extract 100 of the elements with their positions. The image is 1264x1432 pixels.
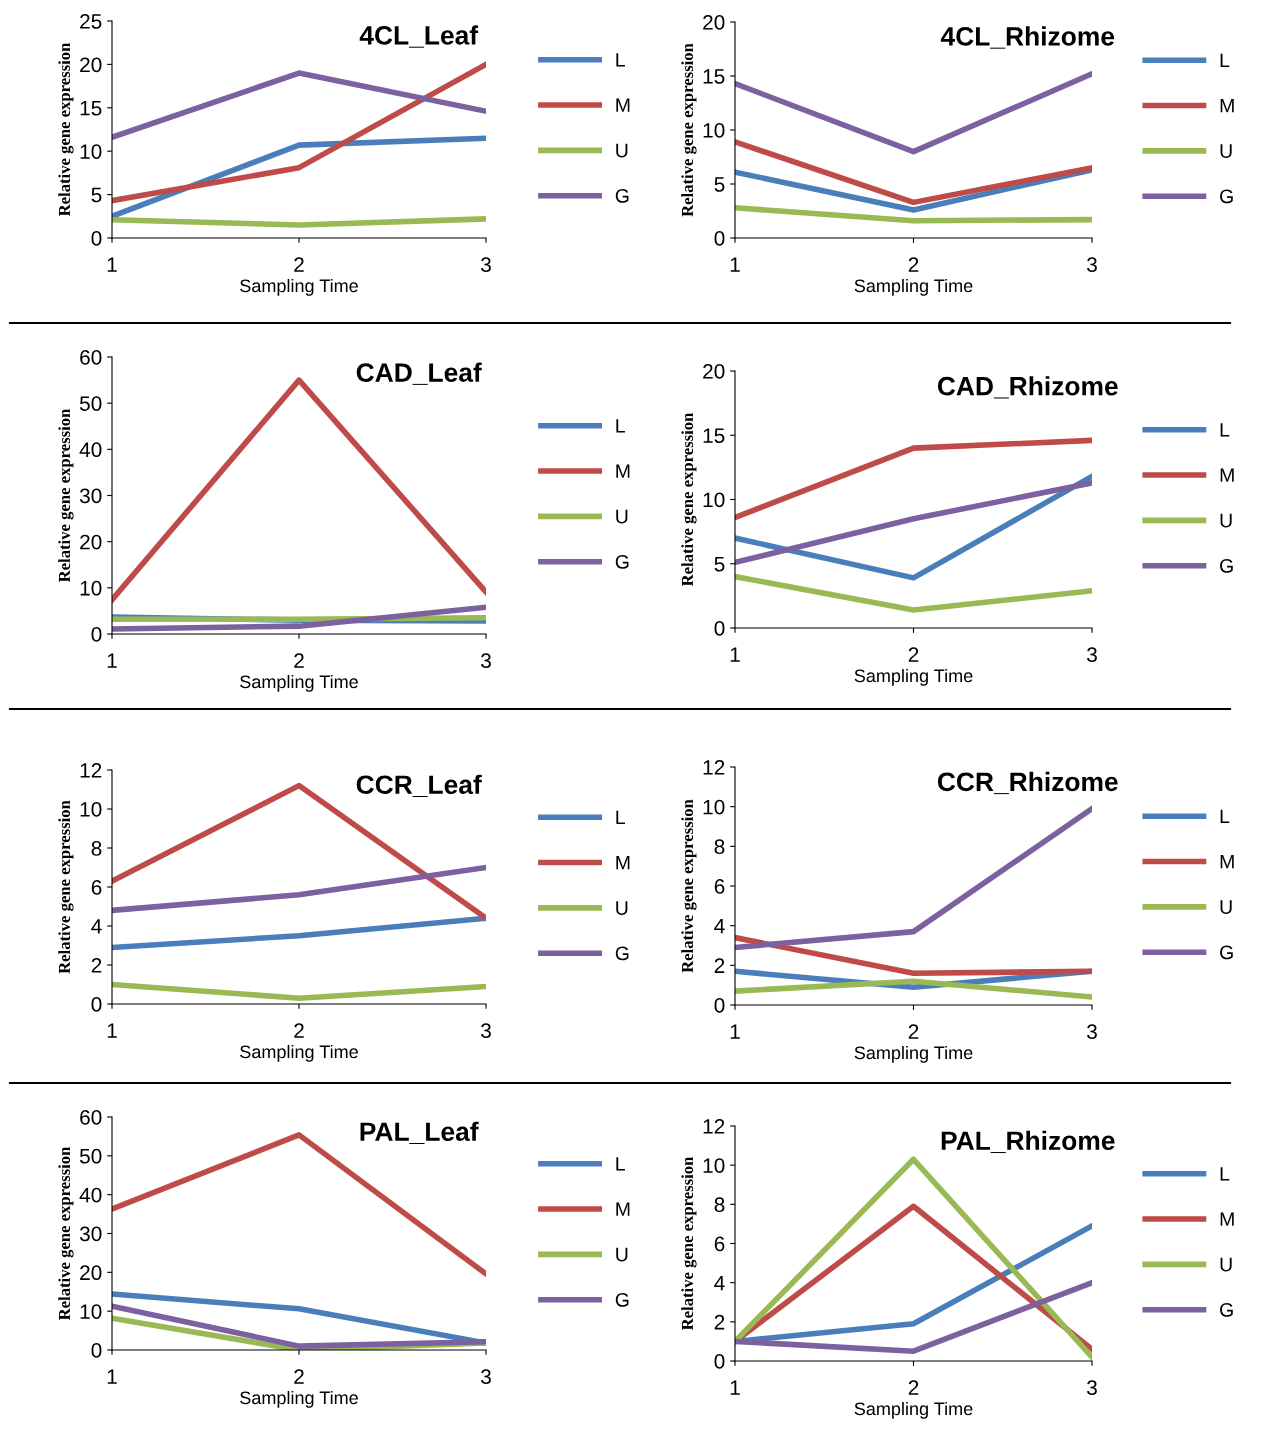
x-tick-label: 1 (107, 257, 117, 272)
legend-label: L (616, 1157, 625, 1171)
y-tick-label: 2 (714, 958, 725, 973)
y-tick-label: 10 (80, 802, 102, 817)
x-axis-title: Sampling Time (240, 1390, 358, 1408)
x-tick-label: 2 (294, 1023, 304, 1038)
legend-label: L (616, 53, 625, 67)
x-axis-title: Sampling Time (854, 1401, 973, 1419)
legend-label: U (1220, 1257, 1232, 1272)
legend-label: M (616, 464, 630, 478)
x-tick-label: 2 (294, 653, 304, 668)
chart-title: 4CL_Rhizome (940, 26, 1115, 49)
y-tick-label: 8 (91, 841, 102, 856)
x-axis-title: Sampling Time (240, 674, 358, 692)
chart-title: CCR_Rhizome (937, 771, 1118, 795)
chart-title: CAD_Rhizome (937, 376, 1118, 399)
x-tick-label: 3 (481, 1369, 491, 1385)
legend-label: U (1220, 513, 1232, 528)
x-tick-label: 3 (481, 257, 491, 273)
y-tick-label: 6 (714, 1236, 725, 1252)
y-tick-label: 10 (703, 1158, 725, 1173)
legend-label: U (1220, 900, 1232, 914)
chart-title: CCR_Leaf (356, 774, 482, 798)
legend-label: M (1220, 468, 1234, 482)
y-tick-label: 10 (703, 123, 725, 138)
y-tick-label: 20 (703, 364, 725, 379)
y-axis-title: Relative gene expression (58, 1146, 74, 1321)
y-axis-title: Relative gene expression (681, 412, 697, 587)
x-tick-label: 3 (1087, 1380, 1097, 1396)
y-tick-label: 4 (714, 1275, 725, 1291)
y-tick-label: 6 (714, 879, 725, 894)
legend-label: U (1220, 144, 1232, 158)
y-tick-label: 5 (714, 177, 725, 192)
legend-label: U (616, 143, 628, 158)
x-tick-label: 1 (107, 1369, 117, 1384)
legend-label: L (616, 419, 625, 433)
y-tick-label: 30 (79, 488, 102, 504)
chart-title: PAL_Leaf (360, 1121, 479, 1144)
x-tick-label: 1 (107, 1023, 117, 1038)
x-tick-label: 3 (481, 1023, 491, 1039)
y-tick-label: 10 (80, 1304, 102, 1319)
y-tick-label: 0 (91, 627, 102, 642)
chart-title: PAL_Rhizome (941, 1130, 1115, 1154)
y-tick-label: 15 (703, 69, 725, 84)
y-tick-label: 0 (91, 997, 102, 1012)
x-tick-label: 2 (908, 257, 919, 272)
y-tick-label: 60 (80, 1110, 102, 1125)
y-tick-label: 10 (80, 580, 102, 596)
y-tick-label: 0 (91, 231, 102, 246)
y-tick-label: 2 (714, 1314, 725, 1330)
legend-label: G (1220, 1302, 1233, 1317)
y-axis-title: Relative gene expression (58, 42, 74, 217)
y-tick-label: 60 (80, 350, 102, 365)
legend-label: G (1220, 558, 1233, 573)
x-tick-label: 2 (908, 1380, 919, 1395)
legend-label: U (616, 509, 628, 524)
y-tick-label: 40 (79, 1187, 102, 1203)
legend-label: G (615, 1292, 629, 1307)
y-tick-label: 12 (703, 760, 725, 775)
y-tick-label: 8 (714, 1197, 725, 1213)
legend-label: L (1220, 423, 1230, 437)
legend-label: U (616, 1247, 628, 1262)
legend-label: M (616, 1202, 630, 1216)
y-tick-label: 40 (79, 442, 102, 458)
y-tick-label: 20 (703, 15, 725, 30)
y-tick-label: 25 (80, 14, 102, 29)
x-tick-label: 1 (730, 1380, 740, 1395)
x-tick-label: 3 (1087, 647, 1097, 663)
x-tick-label: 3 (1087, 257, 1097, 273)
legend-label: U (616, 901, 628, 915)
y-tick-label: 10 (703, 799, 725, 815)
x-tick-label: 1 (730, 257, 740, 272)
x-axis-title: Sampling Time (240, 1044, 358, 1062)
legend-label: L (1220, 53, 1230, 68)
legend-label: M (616, 98, 630, 112)
legend-label: M (1220, 1212, 1234, 1226)
y-axis-title: Relative gene expression (681, 799, 697, 973)
x-tick-label: 1 (730, 1024, 740, 1039)
y-tick-label: 12 (703, 1119, 725, 1134)
y-tick-label: 4 (714, 918, 725, 934)
chart-title: 4CL_Leaf (359, 25, 479, 48)
legend-label: G (615, 188, 629, 203)
legend-label: M (1220, 98, 1234, 113)
x-tick-label: 2 (294, 1369, 304, 1384)
y-axis-title: Relative gene expression (58, 408, 74, 583)
y-tick-label: 8 (714, 839, 725, 855)
legend-label: G (615, 554, 629, 569)
y-tick-label: 0 (714, 231, 725, 246)
y-axis-title: Relative gene expression (681, 1156, 697, 1331)
y-tick-label: 30 (79, 1226, 102, 1242)
x-tick-label: 2 (294, 257, 304, 272)
y-tick-label: 4 (91, 919, 102, 934)
x-axis-title: Sampling Time (854, 1045, 973, 1063)
legend-label: M (1220, 854, 1234, 869)
chart-title: CAD_Leaf (356, 362, 482, 385)
x-tick-label: 2 (908, 647, 919, 662)
y-tick-label: 50 (79, 396, 102, 411)
y-tick-label: 20 (80, 1265, 102, 1281)
y-tick-label: 0 (714, 621, 725, 636)
x-tick-label: 3 (481, 653, 491, 669)
